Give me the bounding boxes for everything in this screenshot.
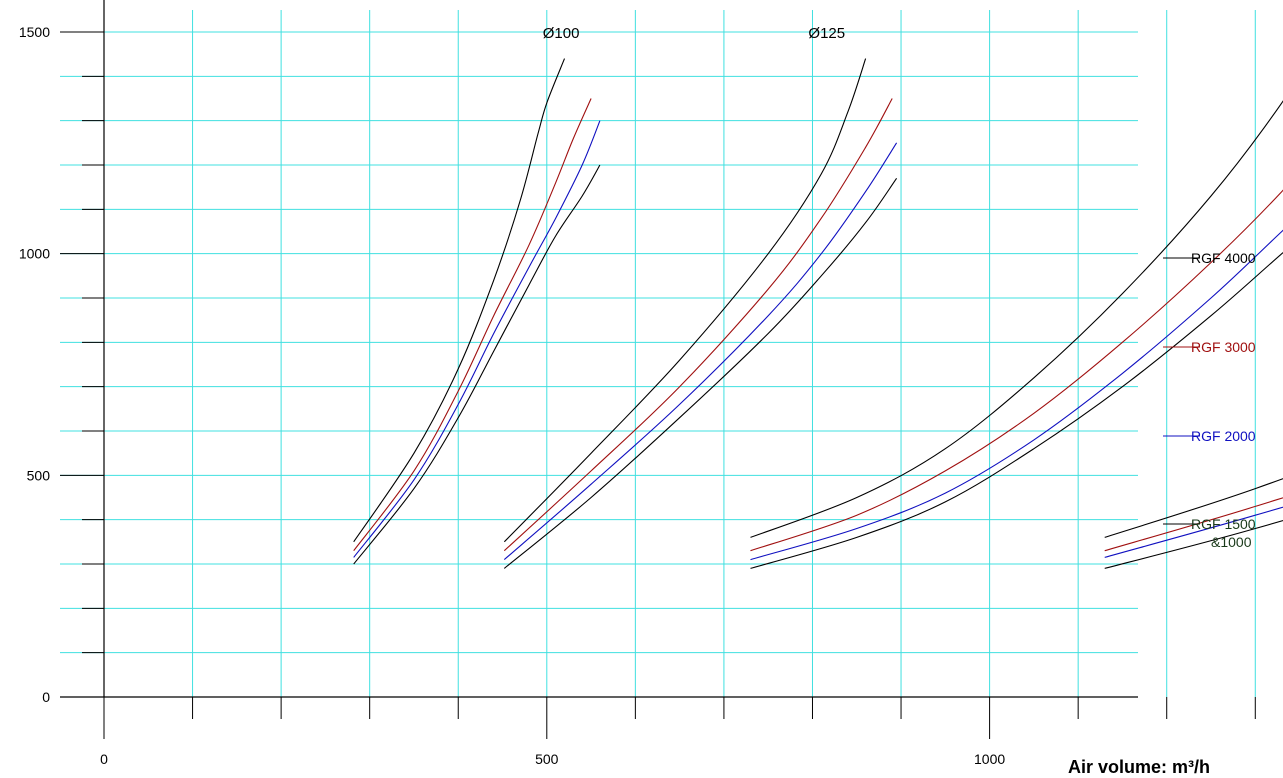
y-tick-label: 1500 xyxy=(19,24,50,40)
curve-group-2 xyxy=(503,58,898,569)
y-tick-label: 0 xyxy=(42,689,50,705)
chart-legend: RGF 4000 RGF 3000 RGF 2000 RGF 1500&1000 xyxy=(1163,250,1256,550)
curve-group-1 xyxy=(353,58,601,565)
curve-rgf-1500-1000 xyxy=(1104,519,1283,569)
x-tick-label: 0 xyxy=(100,751,108,767)
curve-rgf-4000 xyxy=(503,58,867,543)
chart-curves xyxy=(353,58,1283,569)
legend-item: RGF 1500&1000 xyxy=(1163,516,1256,550)
curve-rgf-2000 xyxy=(750,229,1283,561)
legend-label: RGF 3000 xyxy=(1191,339,1256,355)
curve-rgf-4000 xyxy=(750,100,1283,538)
y-tick-label: 1000 xyxy=(19,246,50,262)
x-tick-label: 500 xyxy=(535,751,559,767)
legend-label: &1000 xyxy=(1211,534,1252,550)
curve-group-4 xyxy=(1104,478,1283,569)
legend-label: RGF 4000 xyxy=(1191,250,1256,266)
legend-item: RGF 3000 xyxy=(1163,339,1256,355)
chart-grid xyxy=(60,10,1256,697)
curve-rgf-1500-1000 xyxy=(503,177,898,569)
curve-group-3 xyxy=(750,100,1283,569)
chart-axes xyxy=(60,0,1256,739)
curve-rgf-1500-1000 xyxy=(750,251,1283,569)
legend-label: RGF 2000 xyxy=(1191,428,1256,444)
diameter-label: Ø100 xyxy=(543,25,580,42)
curve-rgf-1500-1000 xyxy=(353,164,601,565)
curve-rgf-2000 xyxy=(353,120,601,558)
curve-rgf-4000 xyxy=(1104,478,1283,538)
x-tick-label: 1000 xyxy=(974,751,1005,767)
curve-rgf-2000 xyxy=(503,142,898,561)
curve-rgf-3000 xyxy=(750,189,1283,552)
curve-rgf-3000 xyxy=(1104,497,1283,552)
x-axis-title: Air volume: m³/h xyxy=(1068,757,1210,777)
legend-item: RGF 2000 xyxy=(1163,428,1256,444)
curve-rgf-3000 xyxy=(503,98,893,552)
y-tick-label: 500 xyxy=(27,467,51,483)
legend-item: RGF 4000 xyxy=(1163,250,1256,266)
curve-rgf-2000 xyxy=(1104,506,1283,558)
curve-rgf-3000 xyxy=(353,98,592,552)
curve-rgf-4000 xyxy=(353,58,566,543)
chart-labels: 0500100015002000050010001500Ø100Ø125Ø160… xyxy=(19,24,1006,767)
legend-label: RGF 1500 xyxy=(1191,516,1256,532)
diameter-label: Ø125 xyxy=(808,25,845,42)
